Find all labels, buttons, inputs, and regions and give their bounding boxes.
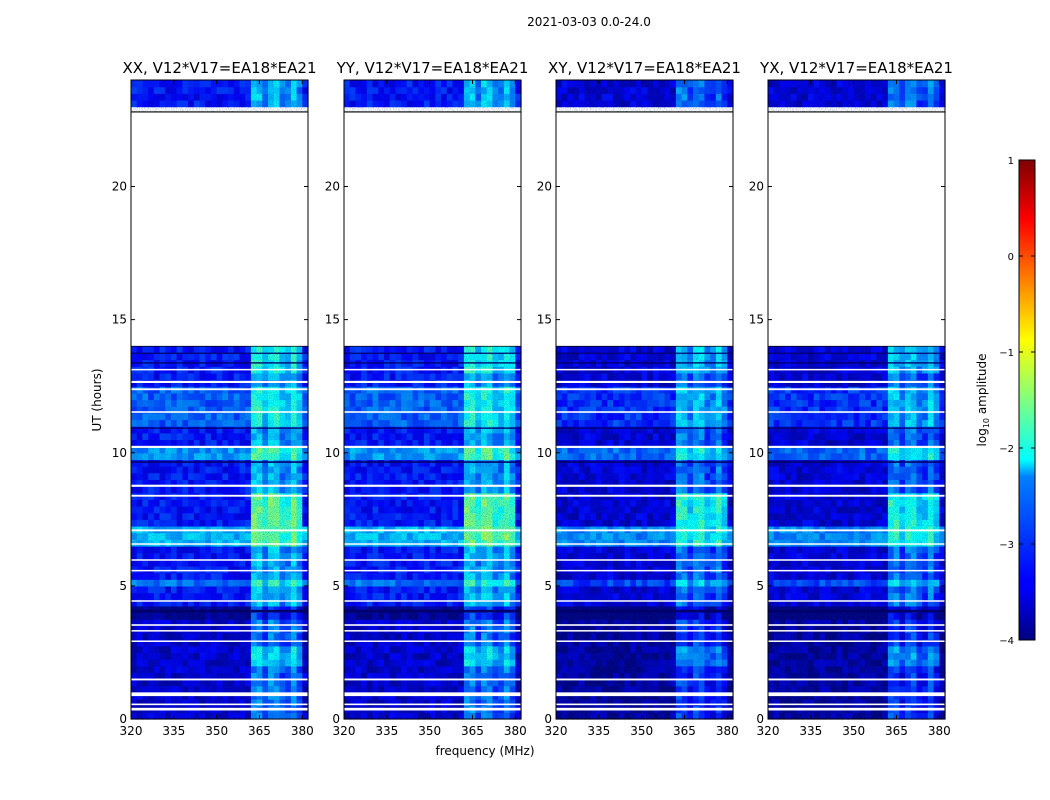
noise-texture [344,346,521,719]
x-tick-label: 335 [375,724,398,738]
flagged-band [131,707,308,711]
flagged-band [344,368,521,371]
flagged-band [131,692,308,697]
flagged-band [344,380,521,383]
panel-xx: XX, V12*V17=EA18*EA21 320 335 350 365 380 0 5 10… [90,59,317,738]
suptitle: 2021-03-03 0.0-24.0 [527,15,651,29]
axes-frame [130,79,309,720]
dark-band [131,427,308,429]
y-tick-label: 5 [332,579,340,593]
flagged-band [131,445,308,448]
dark-band [131,352,308,354]
dark-band [131,609,308,613]
flagged-band [131,494,308,497]
flagged-band [131,600,308,602]
flagged-band [131,368,308,371]
flagged-band [131,484,308,487]
flagged-band [344,445,521,448]
flagged-band [131,703,308,706]
dark-band [131,461,308,463]
flagged-band [344,640,521,642]
noise-texture [131,346,308,719]
flagged-band [344,484,521,487]
flagged-band [131,529,308,532]
flagged-band [344,543,521,545]
x-axis-label: frequency (MHz) [435,744,534,758]
flagged-band [131,411,308,413]
flagged-band [344,559,521,561]
y-tick-label: 20 [112,180,127,194]
flagged-band [131,543,308,545]
panel-yy: YY, V12*V17=EA18*EA21 320 335 350 365 380 0 5 10… [325,59,535,758]
flagged-band [344,624,521,626]
flagged-band [131,388,308,391]
panel-title: YY, V12*V17=EA18*EA21 [336,59,529,77]
y-tick-label: 0 [332,712,340,726]
y-tick-label: 0 [119,712,127,726]
flagged-band [131,640,308,642]
flagged-band [344,678,521,681]
x-tick-label: 380 [504,724,527,738]
y-tick-label: 15 [325,313,340,327]
y-tick-label: 15 [112,313,127,327]
flagged-band [344,494,521,497]
flagged-band [131,380,308,383]
flagged-band [344,692,521,697]
dark-band [344,427,521,429]
axes-frame [343,79,522,720]
flagged-band [344,411,521,413]
flagged-band [344,529,521,532]
flagged-band [131,569,308,572]
heatmap-cells [556,80,734,720]
no-data-region [131,111,308,347]
y-axis-label: UT (hours) [90,368,104,431]
flagged-band [344,388,521,391]
flagged-band [131,624,308,626]
x-tick-label: 320 [120,724,143,738]
flagged-band [344,600,521,602]
flagged-band [344,707,521,711]
y-tick-label: 10 [325,446,340,460]
x-tick-label: 365 [461,724,484,738]
flagged-band [344,703,521,706]
flagged-band [131,678,308,681]
dark-band [131,362,308,364]
x-tick-label: 350 [205,724,228,738]
flagged-band [344,630,521,632]
x-tick-label: 335 [162,724,185,738]
x-tick-label: 320 [333,724,356,738]
flagged-band [131,630,308,632]
heatmap-cells [131,80,309,720]
y-tick-label: 5 [119,579,127,593]
panel-title: XX, V12*V17=EA18*EA21 [122,59,316,77]
x-tick-label: 365 [248,724,271,738]
x-tick-label: 350 [418,724,441,738]
dark-band [344,461,521,463]
y-tick-label: 10 [112,446,127,460]
noise-texture [344,80,521,112]
dark-band [344,362,521,364]
noise-texture [131,80,308,112]
y-tick-label: 20 [325,180,340,194]
dark-band [344,352,521,354]
no-data-region [344,111,521,347]
x-tick-label: 380 [291,724,314,738]
flagged-band [131,559,308,561]
dark-band [344,609,521,613]
flagged-band [344,569,521,572]
